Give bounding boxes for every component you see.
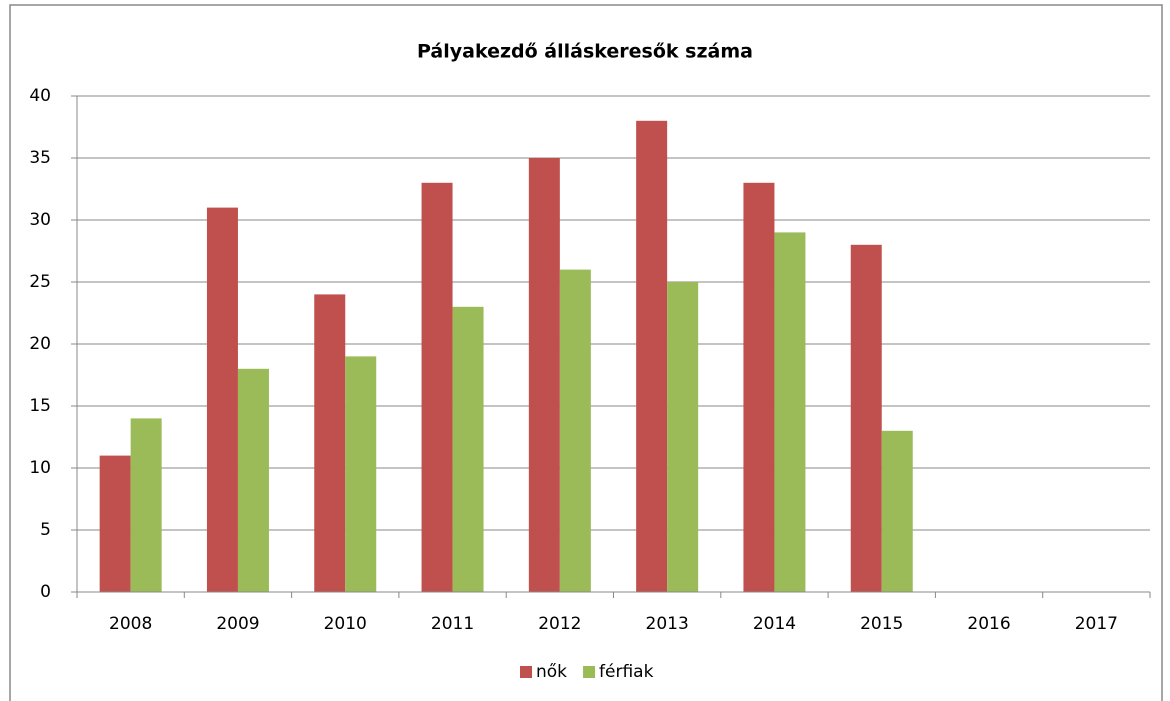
bar <box>559 269 591 592</box>
y-tick-label: 10 <box>29 458 51 478</box>
chart-title: Pályakezdő álláskeresők száma <box>417 41 753 63</box>
legend-label: férfiak <box>599 662 654 682</box>
bar <box>528 158 560 592</box>
x-tick-label: 2015 <box>860 614 903 634</box>
x-tick-label: 2008 <box>109 614 152 634</box>
bar <box>636 120 668 593</box>
bar <box>774 232 806 592</box>
y-tick-label: 35 <box>29 148 51 168</box>
x-tick-label: 2017 <box>1075 614 1118 634</box>
bar <box>314 294 346 592</box>
x-tick-label: 2011 <box>431 614 474 634</box>
legend-swatch <box>583 666 596 678</box>
y-tick-label: 15 <box>29 396 51 416</box>
legend-label: nők <box>536 662 567 682</box>
x-tick-label: 2013 <box>646 614 689 634</box>
bar <box>850 244 882 593</box>
bar <box>130 418 162 592</box>
bar <box>99 455 131 592</box>
y-tick-label: 30 <box>29 210 51 230</box>
bar <box>206 207 238 592</box>
y-tick-label: 40 <box>29 86 51 106</box>
bar <box>237 368 269 592</box>
bar <box>881 430 913 592</box>
bar <box>421 182 453 593</box>
x-tick-label: 2010 <box>324 614 367 634</box>
bar <box>667 282 699 592</box>
x-tick-label: 2009 <box>216 614 259 634</box>
legend-swatch <box>520 666 532 678</box>
bar <box>743 182 775 593</box>
x-tick-label: 2014 <box>753 614 796 634</box>
bar <box>452 306 484 592</box>
y-tick-label: 5 <box>40 520 51 540</box>
y-tick-label: 20 <box>29 334 51 354</box>
y-tick-label: 25 <box>29 272 51 292</box>
x-tick-label: 2016 <box>967 614 1010 634</box>
x-tick-label: 2012 <box>538 614 581 634</box>
bar <box>345 356 377 592</box>
y-tick-label: 0 <box>40 582 51 602</box>
